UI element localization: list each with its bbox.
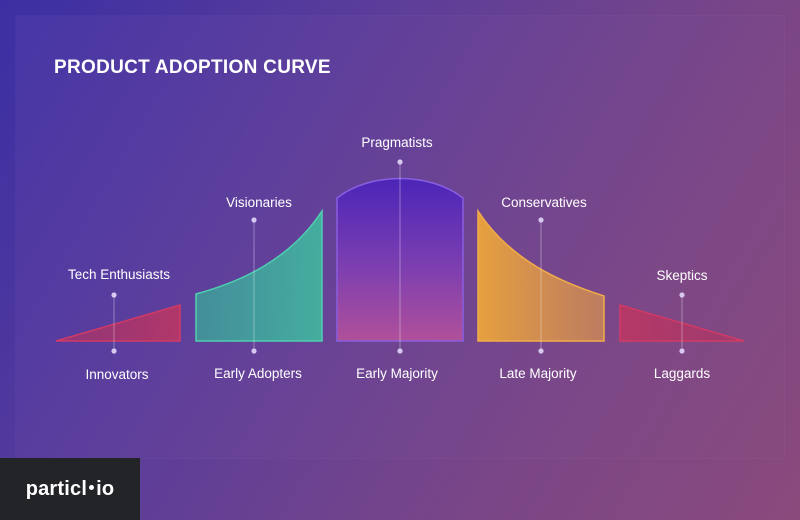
- pragmatists-dot: [397, 159, 403, 165]
- brand-logo: particl io: [0, 458, 140, 520]
- early-adopters-shape: [195, 208, 323, 342]
- innovators-dot: [111, 348, 117, 354]
- tech-enthusiasts-dot: [111, 292, 117, 298]
- visionaries-label: Visionaries: [226, 195, 292, 210]
- late-majority-label: Late Majority: [499, 366, 577, 381]
- skeptics-label: Skeptics: [656, 268, 707, 283]
- laggards-label: Laggards: [654, 366, 711, 381]
- page-title: PRODUCT ADOPTION CURVE: [54, 57, 331, 78]
- logo-text-part2: io: [96, 477, 115, 500]
- visionaries-dot: [251, 217, 257, 223]
- early-majority-dot: [397, 348, 403, 354]
- conservatives-dot: [538, 217, 544, 223]
- early-adopters-dot: [251, 348, 257, 354]
- late-majority-shape: [477, 208, 605, 342]
- logo-text-part1: particl: [25, 477, 88, 500]
- early-adopters-label: Early Adopters: [214, 366, 302, 381]
- pragmatists-label: Pragmatists: [361, 135, 433, 150]
- late-majority-dot: [538, 348, 544, 354]
- skeptics-dot: [679, 292, 685, 298]
- early-majority-label: Early Majority: [356, 366, 438, 381]
- laggards-dot: [679, 348, 685, 354]
- innovators-shape: [55, 304, 181, 342]
- early-majority-shape: [336, 177, 464, 342]
- logo-dot: [89, 485, 95, 491]
- conservatives-label: Conservatives: [501, 195, 587, 210]
- laggards-shape: [619, 304, 745, 342]
- tech-enthusiasts-label: Tech Enthusiasts: [68, 267, 170, 282]
- innovators-label: Innovators: [85, 367, 148, 382]
